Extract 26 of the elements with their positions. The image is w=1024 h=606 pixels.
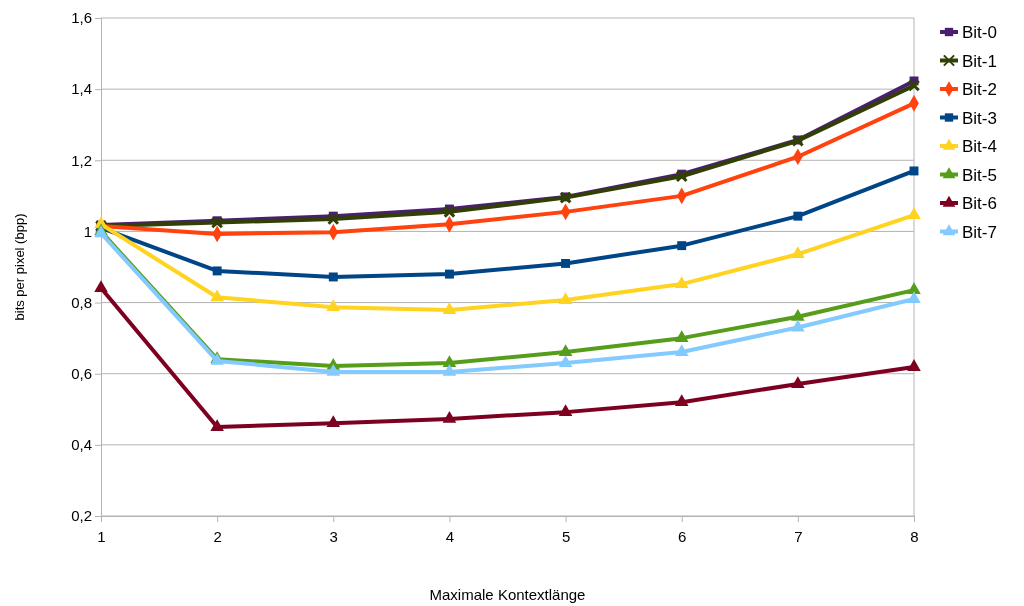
x-tick-label: 6	[678, 527, 687, 545]
x-tick-label: 7	[794, 527, 803, 545]
y-tick-label: 0,8	[71, 293, 92, 311]
legend-label: Bit-7	[962, 222, 997, 242]
y-tick-label: 1	[83, 222, 92, 240]
y-tick-label: 1,6	[71, 9, 92, 27]
y-tick-label: 0,6	[71, 365, 92, 383]
x-tick-label: 4	[445, 527, 455, 545]
y-axis-title: bits per pixel (bpp)	[12, 213, 27, 321]
y-tick-label: 1,2	[71, 151, 92, 169]
x-tick-label: 5	[561, 527, 571, 545]
x-tick-label: 2	[213, 527, 222, 545]
legend-label: Bit-2	[962, 80, 997, 99]
legend-label: Bit-5	[962, 165, 997, 185]
x-axis-title: Maximale Kontextlänge	[429, 586, 586, 603]
legend-label: Bit-3	[962, 108, 997, 128]
legend-label: Bit-4	[962, 137, 997, 156]
y-tick-label: 0,4	[71, 436, 92, 454]
legend-label: Bit-1	[962, 51, 997, 71]
x-tick-label: 3	[329, 527, 338, 545]
y-tick-label: 0,2	[71, 507, 92, 525]
y-tick-label: 1,4	[71, 80, 92, 98]
x-tick-label: 1	[97, 527, 106, 545]
legend-label: Bit-6	[962, 194, 997, 213]
legend-label: Bit-0	[962, 23, 997, 42]
x-tick-label: 8	[910, 527, 919, 545]
